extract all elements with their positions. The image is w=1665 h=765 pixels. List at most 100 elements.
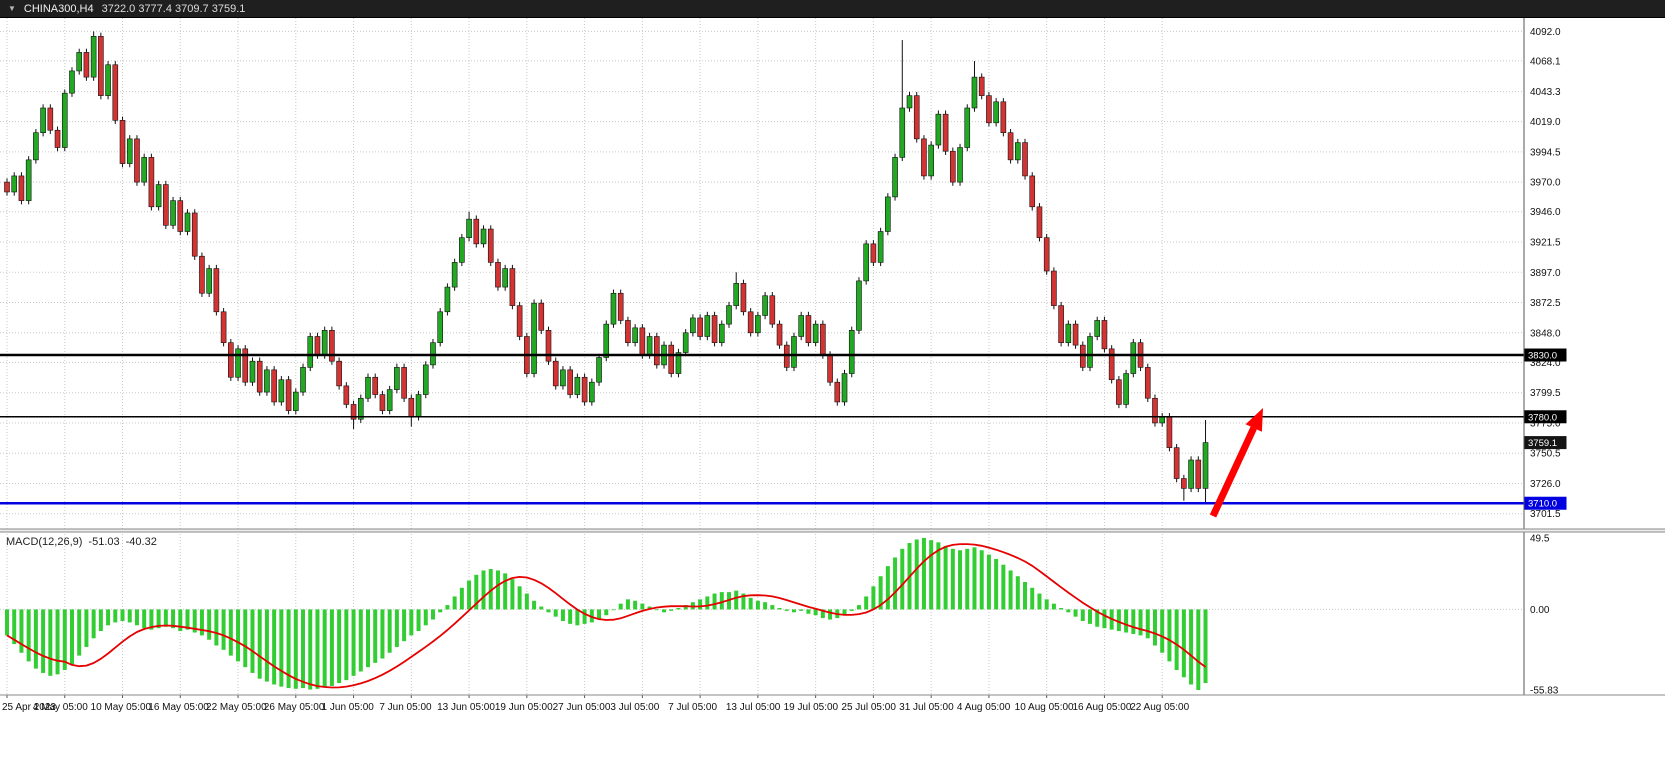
bull-candle [1130,342,1137,374]
bear-candle [668,344,675,374]
bear-candle [913,95,920,140]
bear-candle [639,327,646,356]
bull-candle [321,330,328,356]
macd-histogram-bar [1203,609,1208,684]
bull-candle [422,364,429,395]
bear-candle [1036,206,1043,238]
macd-histogram-bar [1066,609,1071,613]
macd-histogram-bar [387,609,392,653]
macd-histogram-bar [813,609,818,616]
bear-candle [285,379,292,411]
bull-candle [885,196,891,232]
bull-candle [971,76,978,109]
price-level-tag [1524,410,1567,424]
macd-histogram-bar [91,609,96,639]
macd-histogram-bar [481,570,486,610]
bull-candle [574,376,581,395]
bear-candle [711,315,718,343]
macd-histogram-bar [26,609,31,662]
bull-candle [560,369,566,387]
bear-candle [921,138,927,177]
y-axis-label: 3799.5 [1530,388,1561,399]
bear-candle [1000,101,1007,133]
macd-histogram-bar [55,609,60,675]
macd-histogram-bar [358,609,363,672]
bull-candle [141,157,147,183]
bull-candle [596,357,602,383]
macd-histogram-bar [921,538,926,610]
macd-histogram-bar [1160,609,1165,653]
price-and-macd-chart[interactable]: 4092.0 4068.1 4043.3 4019.0 3994.5 3970.0 3946… [0,18,1665,765]
macd-histogram-bar [250,609,255,673]
bull-candle [105,64,111,96]
bull-candle [307,336,314,368]
bear-candle [552,360,559,387]
macd-histogram-bar [394,609,399,647]
price-level-tag [1524,348,1567,362]
bull-candle [762,295,768,316]
bear-candle [1029,175,1036,208]
macd-histogram-bar [741,593,746,610]
chart-dropdown-icon[interactable]: ▼ [8,3,16,13]
macd-histogram-bar [510,579,515,610]
macd-histogram-bar [820,609,825,619]
bear-candle [148,157,155,208]
macd-histogram-bar [597,609,602,620]
bear-candle [942,113,949,152]
macd-histogram-bar [568,609,573,624]
macd-histogram-bar [1073,609,1078,617]
bull-candle [300,367,306,393]
macd-histogram-bar [171,609,176,629]
macd-signal-line [6,543,1207,689]
bull-candle [69,70,75,94]
bear-candle [1072,323,1079,346]
bull-candle [610,292,617,325]
macd-histogram-bar [459,587,464,610]
bull-candle [292,391,299,411]
macd-histogram-bar [517,586,522,610]
macd-histogram-bar [488,569,493,610]
macd-histogram-bar [828,609,833,620]
x-axis-label: 19 Jun 05:00 [495,702,553,713]
macd-histogram-bar [625,599,630,610]
macd-histogram-bar [98,609,103,632]
trend-arrow-head[interactable] [1245,408,1263,432]
bull-candle [357,397,364,420]
bull-candle [603,323,610,358]
x-axis-label: 4 May 05:00 [33,702,88,713]
bear-candle [1181,478,1187,489]
bear-candle [1101,320,1108,350]
x-axis-label: 22 May 05:00 [206,702,267,713]
bull-candle [733,283,740,306]
macd-histogram-bar [467,580,472,610]
macd-histogram-bar [524,593,529,610]
price-level-tag [1524,496,1567,510]
bear-candle [516,305,523,337]
macd-histogram-bar [900,548,905,610]
bull-candle [184,212,191,232]
macd-histogram-bar [185,609,190,630]
bear-candle [1043,237,1050,272]
macd-scale-label: 0.00 [1530,605,1550,616]
bear-candle [827,354,833,383]
y-axis-label: 3726.0 [1530,479,1561,490]
macd-histogram-bar [640,603,645,610]
x-axis-label: 13 Jun 05:00 [437,702,495,713]
macd-histogram-bar [734,590,739,610]
x-axis-label: 10 Aug 05:00 [1015,702,1074,713]
macd-histogram-bar [1152,609,1157,646]
bear-candle [119,120,126,164]
macd-histogram-bar [618,603,623,610]
trend-arrow-shaft[interactable] [1209,426,1257,518]
macd-histogram-bar [777,607,782,610]
bull-candle [386,389,393,411]
bull-candle [755,315,761,334]
bull-candle [1014,142,1021,161]
bull-candle [856,280,862,331]
bear-candle [473,218,480,245]
price-level-tag-label: 3830.0 [1528,351,1557,362]
price-level-tag-label: 3780.0 [1528,412,1557,423]
macd-histogram-bar [199,609,204,636]
macd-histogram-bar [279,609,284,687]
bull-candle [841,373,848,403]
